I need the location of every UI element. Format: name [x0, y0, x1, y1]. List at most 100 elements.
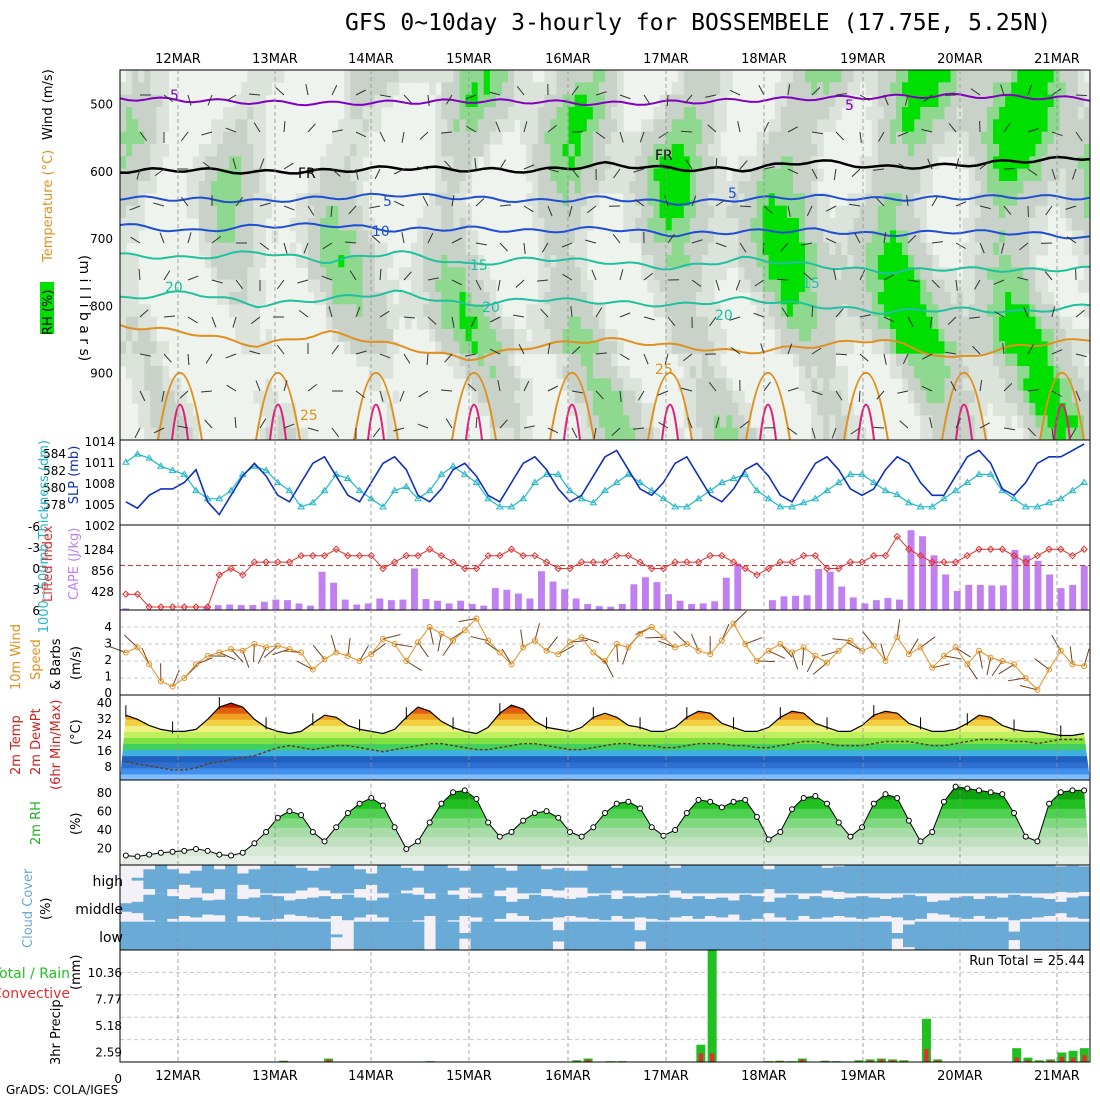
rh-cell [144, 341, 151, 355]
rh-cell [514, 378, 521, 392]
rh-cell [883, 144, 891, 157]
li-marker [297, 551, 305, 560]
cloud-bar [786, 894, 799, 921]
rh-cell [799, 181, 806, 194]
cape-axis-label: CAPE (J/kg) [67, 528, 82, 600]
wind-barb [497, 279, 501, 291]
cloud-bar [961, 896, 974, 919]
rh-cell [1011, 94, 1018, 108]
rh-cell [126, 205, 133, 219]
rh-cell [786, 70, 794, 83]
rh-cell [586, 427, 594, 441]
wind-barb [883, 94, 889, 106]
wind-barb [1000, 242, 1005, 254]
rh-cell [235, 304, 242, 318]
rh-cell [1005, 341, 1012, 355]
precip-tick: 2.59 [95, 1046, 122, 1060]
rh-cell [1041, 94, 1049, 108]
cloud-bar [669, 897, 682, 918]
rh-cell [750, 218, 758, 231]
rh-cell [689, 119, 697, 133]
rh-cell [708, 255, 715, 268]
rh-cell [835, 107, 842, 120]
rh-cell [1059, 82, 1067, 96]
precip-conv-bar [1025, 1060, 1031, 1062]
cloud-bar [353, 921, 366, 950]
rh-cell [914, 403, 921, 416]
rh-cell [865, 230, 873, 244]
rh-cell [568, 242, 576, 256]
rh-cell [204, 156, 212, 170]
rh-cell [811, 218, 818, 231]
rh-cell [520, 131, 527, 145]
rh-cell [144, 403, 151, 416]
rh-cell [605, 415, 612, 429]
wind-barb [344, 241, 357, 244]
rh-cell [1035, 415, 1042, 429]
li-marker [846, 558, 855, 566]
thickness-marker [1045, 498, 1053, 506]
rh-cell [138, 107, 145, 120]
rh-cell [598, 329, 606, 342]
li-marker [1010, 551, 1018, 560]
rh-cell [671, 131, 679, 145]
rh-cell [374, 378, 382, 392]
rh-cell [447, 144, 454, 157]
rh-cell [180, 427, 188, 441]
rh-cell [611, 353, 618, 367]
cape-bar [387, 600, 395, 610]
rh-cell [1083, 131, 1091, 145]
temp-band [120, 773, 1090, 780]
cloud-bar [225, 865, 238, 894]
precip-total-legend: Total / Rain [0, 966, 70, 982]
rh-cell [914, 156, 921, 170]
rh-cell [544, 181, 551, 194]
cloud-bar [575, 870, 588, 888]
rh-cell [974, 131, 982, 145]
rh-cell [186, 181, 194, 194]
rh-cell [562, 205, 570, 219]
temp-band [120, 719, 1090, 726]
rh-cell [805, 267, 812, 281]
wind-barb [707, 124, 717, 133]
rh-cell [1023, 193, 1030, 207]
rh-cell [241, 119, 248, 133]
cape-bar [411, 568, 418, 610]
rh-cell [799, 366, 806, 379]
rh-cell [986, 168, 994, 182]
rh-cell [780, 94, 788, 108]
rh-cell [1065, 181, 1073, 194]
rh-cell [841, 316, 848, 330]
rh-cell [908, 267, 915, 281]
rh-cell [223, 218, 230, 231]
rh-cell [883, 107, 891, 120]
rh-cell [1029, 292, 1036, 305]
rh-cell [1023, 242, 1030, 256]
wind-speed-marker [905, 651, 912, 658]
wind-barb [873, 168, 885, 171]
rh-cell [253, 255, 260, 268]
rh-cell [768, 168, 776, 182]
cloud-bar [1054, 866, 1068, 892]
rh-cell [768, 144, 776, 157]
cloud-bar [1078, 896, 1091, 919]
rh-cell [623, 156, 630, 170]
rh-cell [914, 168, 921, 182]
cape-bar [965, 584, 973, 610]
rh-cell [653, 156, 661, 170]
rh-cell [489, 341, 497, 355]
rh-cell [968, 218, 976, 231]
rh2m-band [120, 827, 1090, 838]
rh-cell [968, 144, 976, 157]
rh-cell [265, 390, 273, 404]
rh-cell [695, 230, 703, 244]
rh-cell [344, 70, 351, 83]
rh-cell [1059, 353, 1067, 367]
rh-cell [629, 144, 636, 157]
rh-cell [714, 390, 721, 404]
rh-cell [144, 329, 151, 342]
rh-cell [138, 119, 145, 133]
rh-cell [508, 329, 515, 342]
rh-cell [744, 267, 751, 281]
rh-cell [247, 304, 254, 318]
